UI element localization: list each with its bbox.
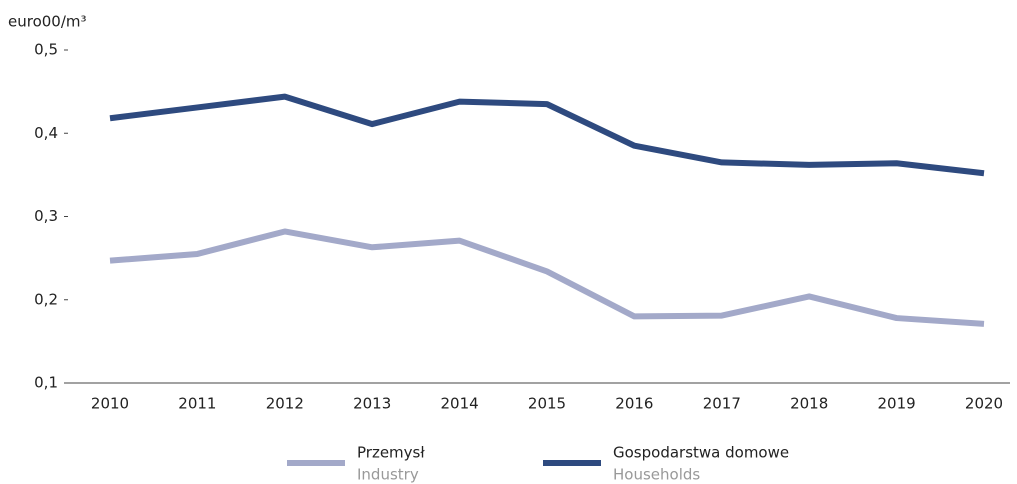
legend-sublabel: Industry (357, 466, 419, 484)
y-tick-label: 0,1 (34, 374, 58, 392)
x-tick-label: 2014 (441, 395, 479, 413)
x-tick-label: 2013 (353, 395, 391, 413)
legend-sublabel: Households (613, 466, 700, 484)
y-tick-label: 0,5 (34, 41, 58, 59)
y-tick-label: 0,2 (34, 290, 58, 308)
x-tick-label: 2011 (178, 395, 216, 413)
legend-label: Gospodarstwa domowe (613, 444, 789, 462)
x-tick-label: 2016 (615, 395, 653, 413)
x-tick-label: 2019 (878, 395, 916, 413)
x-tick-label: 2015 (528, 395, 566, 413)
x-tick-label: 2020 (965, 395, 1003, 413)
legend-label: Przemysł (357, 444, 425, 462)
series-line (109, 93, 985, 177)
series-line (109, 228, 985, 327)
y-tick-label: 0,3 (34, 207, 58, 225)
x-tick-label: 2010 (91, 395, 129, 413)
x-tick-label: 2017 (703, 395, 741, 413)
x-tick-label: 2018 (790, 395, 828, 413)
y-axis-label: euro00/m³ (8, 13, 87, 31)
y-tick-label: 0,4 (34, 124, 58, 142)
x-tick-label: 2012 (266, 395, 304, 413)
